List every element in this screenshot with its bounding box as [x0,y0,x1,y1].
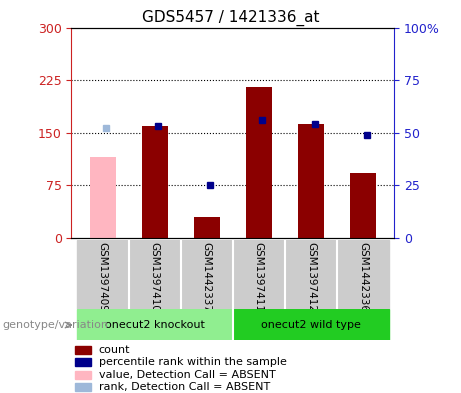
Bar [233,309,389,340]
Text: GDS5457 / 1421336_at: GDS5457 / 1421336_at [142,10,319,26]
Text: rank, Detection Call = ABSENT: rank, Detection Call = ABSENT [99,382,270,392]
Bar [194,217,220,238]
Text: GSM1442336: GSM1442336 [358,242,368,312]
Text: GSM1397410: GSM1397410 [150,242,160,312]
Text: GSM1442337: GSM1442337 [202,242,212,312]
Bar [75,383,91,391]
Bar [246,87,272,238]
Bar [77,309,233,340]
Bar [337,240,389,309]
Bar [285,240,337,309]
Bar [75,371,91,378]
Bar [142,126,168,238]
Bar [181,240,233,309]
Text: genotype/variation: genotype/variation [2,320,108,330]
Text: count: count [99,345,130,355]
Text: GSM1397411: GSM1397411 [254,242,264,312]
Bar [350,173,376,238]
Bar [75,358,91,366]
Text: onecut2 knockout: onecut2 knockout [105,320,205,330]
Text: GSM1397412: GSM1397412 [306,242,316,312]
Bar [75,346,91,354]
Text: percentile rank within the sample: percentile rank within the sample [99,357,286,367]
Text: GSM1397409: GSM1397409 [98,242,108,312]
Bar [298,123,324,238]
Text: onecut2 wild type: onecut2 wild type [261,320,361,330]
Bar [90,157,116,238]
Bar [233,240,285,309]
Bar [129,240,181,309]
Bar [77,240,129,309]
Text: value, Detection Call = ABSENT: value, Detection Call = ABSENT [99,369,275,380]
